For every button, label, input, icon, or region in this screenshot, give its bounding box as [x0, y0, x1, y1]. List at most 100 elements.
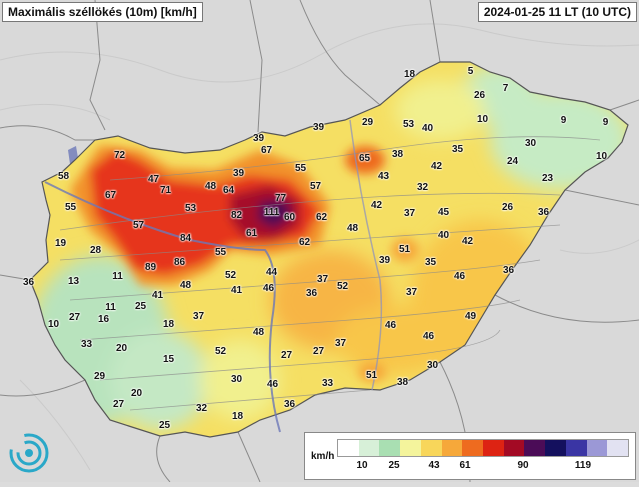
station-value: 35	[424, 257, 437, 268]
station-value: 26	[473, 90, 486, 101]
station-value: 53	[402, 119, 415, 130]
station-value: 39	[252, 133, 265, 144]
station-value: 42	[370, 200, 383, 211]
station-value: 52	[336, 281, 349, 292]
station-value: 38	[396, 377, 409, 388]
station-value: 43	[377, 171, 390, 182]
station-value: 86	[173, 257, 186, 268]
station-value: 67	[104, 190, 117, 201]
station-value: 11	[105, 302, 116, 313]
station-value: 77	[274, 193, 287, 204]
station-value: 36	[22, 277, 35, 288]
station-value: 71	[159, 185, 172, 196]
station-value: 64	[222, 185, 235, 196]
station-value: 37	[403, 208, 416, 219]
station-value: 84	[179, 233, 192, 244]
station-value: 42	[461, 236, 474, 247]
station-value: 39	[232, 168, 245, 179]
station-value: 36	[537, 207, 550, 218]
legend-swatch	[379, 440, 401, 456]
station-value: 18	[231, 411, 244, 422]
station-value: 39	[378, 255, 391, 266]
station-value: 9	[560, 115, 567, 126]
station-value: 27	[280, 350, 293, 361]
station-value: 57	[309, 181, 322, 192]
legend-swatch	[441, 440, 463, 456]
legend-swatch	[358, 440, 380, 456]
station-value: 57	[132, 220, 145, 231]
station-value: 46	[453, 271, 466, 282]
station-value: 15	[162, 354, 175, 365]
station-value: 27	[312, 346, 325, 357]
station-value: 18	[162, 319, 175, 330]
legend-swatch	[503, 440, 525, 456]
station-value: 23	[541, 173, 554, 184]
station-value: 36	[502, 265, 515, 276]
legend-tick: 119	[574, 460, 592, 471]
station-value: 37	[334, 338, 347, 349]
map-title: Maximális széllökés (10m) [km/h]	[2, 2, 203, 22]
legend-swatch	[462, 440, 484, 456]
station-value: 61	[245, 228, 258, 239]
station-value: 48	[204, 181, 217, 192]
legend-swatch	[420, 440, 442, 456]
station-value: 36	[283, 399, 296, 410]
station-value: 111	[263, 207, 280, 218]
station-value: 51	[365, 370, 378, 381]
station-value: 30	[230, 374, 243, 385]
legend-tick: 90	[517, 460, 529, 471]
station-value: 44	[265, 267, 278, 278]
station-value: 30	[426, 360, 439, 371]
station-value: 45	[437, 207, 450, 218]
station-value: 20	[130, 388, 143, 399]
station-value: 46	[422, 331, 435, 342]
station-value: 42	[430, 161, 443, 172]
station-value: 72	[113, 150, 126, 161]
legend-swatch	[565, 440, 587, 456]
station-value: 60	[283, 212, 296, 223]
station-value: 27	[68, 312, 81, 323]
station-value: 62	[315, 212, 328, 223]
station-value: 89	[144, 262, 157, 273]
station-value: 29	[361, 117, 374, 128]
valid-time: 2024-01-25 11 LT (10 UTC)	[477, 2, 637, 22]
legend-swatch	[338, 440, 359, 456]
legend-swatch	[483, 440, 504, 456]
station-value: 46	[266, 379, 279, 390]
station-value: 55	[214, 247, 227, 258]
station-value: 46	[262, 283, 275, 294]
tisza-river	[349, 119, 383, 391]
station-value: 25	[134, 301, 147, 312]
station-value: 51	[398, 244, 411, 255]
station-value: 37	[405, 287, 418, 298]
station-value: 30	[524, 138, 537, 149]
station-value: 35	[451, 144, 464, 155]
legend-swatch	[545, 440, 566, 456]
station-value: 65	[358, 153, 371, 164]
station-value: 20	[115, 343, 128, 354]
station-value: 40	[421, 123, 434, 134]
station-value: 39	[312, 122, 325, 133]
station-value: 36	[305, 288, 318, 299]
station-value: 19	[54, 238, 67, 249]
station-value: 24	[506, 156, 519, 167]
station-value: 10	[476, 114, 489, 125]
station-value: 37	[316, 274, 329, 285]
station-value: 62	[298, 237, 311, 248]
station-value: 29	[93, 371, 106, 382]
station-value: 55	[294, 163, 307, 174]
legend-swatch	[586, 440, 608, 456]
station-value: 67	[260, 145, 273, 156]
station-value: 52	[214, 346, 227, 357]
station-value: 11	[112, 271, 123, 282]
station-value: 33	[80, 339, 93, 350]
wind-streamlines	[59, 136, 601, 411]
station-value: 33	[321, 378, 334, 389]
legend-color-bar	[337, 439, 629, 457]
station-value: 5	[467, 66, 474, 77]
station-value: 46	[384, 320, 397, 331]
legend-tick: 25	[388, 460, 400, 471]
station-value: 52	[224, 270, 237, 281]
